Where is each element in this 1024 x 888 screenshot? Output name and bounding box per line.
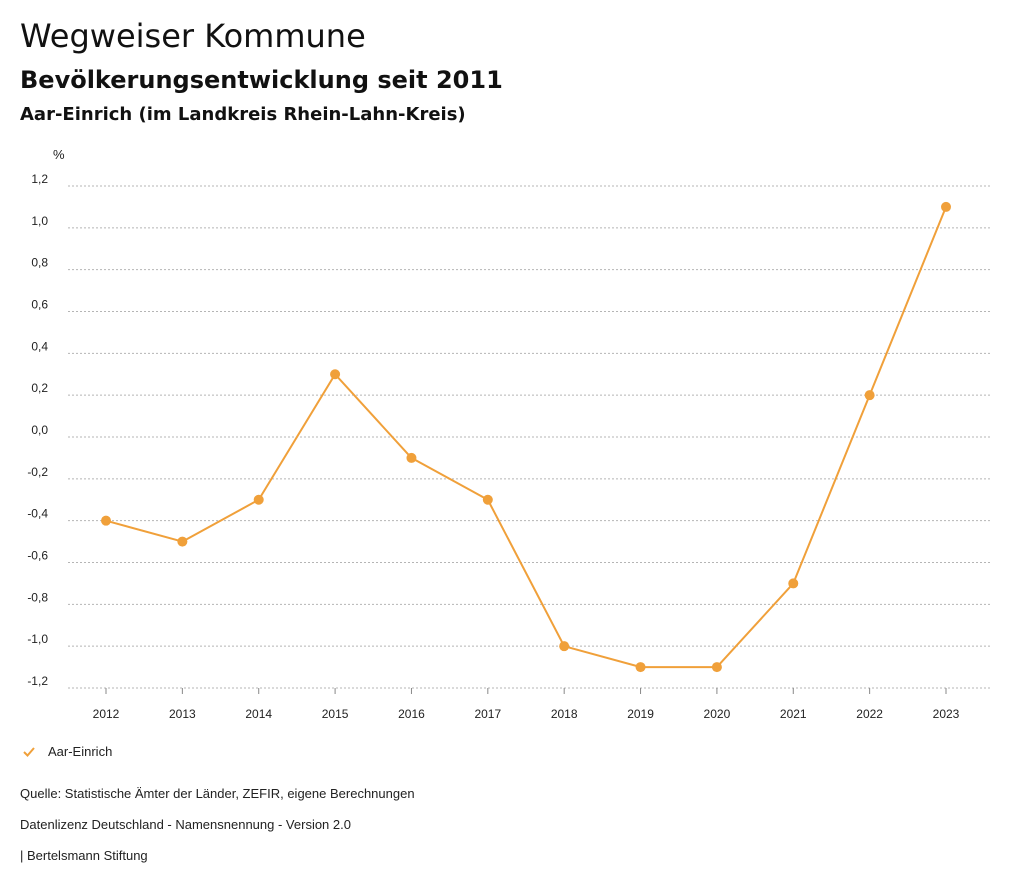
x-tick-label: 2017 xyxy=(474,707,501,721)
publisher-note: | Bertelsmann Stiftung xyxy=(20,848,148,863)
x-tick-label: 2012 xyxy=(93,707,120,721)
y-tick-label: 0,0 xyxy=(31,423,48,437)
data-point xyxy=(253,494,264,505)
legend-label: Aar-Einrich xyxy=(48,744,113,759)
data-point xyxy=(941,201,951,212)
x-tick-label: 2016 xyxy=(398,707,425,721)
chart-subtitle: Bevölkerungsentwicklung seit 2011 xyxy=(20,66,503,94)
source-note: Quelle: Statistische Ämter der Länder, Z… xyxy=(20,786,415,801)
y-tick-label: -0,2 xyxy=(27,465,48,479)
data-point xyxy=(101,515,111,526)
license-note: Datenlizenz Deutschland - Namensnennung … xyxy=(20,817,351,832)
y-tick-label: -0,4 xyxy=(27,507,48,521)
y-tick-label: 0,6 xyxy=(31,298,48,312)
data-point xyxy=(788,578,799,589)
grid-lines xyxy=(68,185,990,689)
y-tick-label: -0,8 xyxy=(27,590,48,604)
x-tick-label: 2021 xyxy=(780,707,807,721)
x-tick-label: 2014 xyxy=(245,707,272,721)
data-point xyxy=(482,494,493,505)
data-point xyxy=(330,369,341,380)
data-point xyxy=(559,641,570,652)
x-tick-label: 2020 xyxy=(704,707,731,721)
series-line xyxy=(105,206,947,669)
x-tick-label: 2023 xyxy=(933,707,960,721)
data-point xyxy=(864,390,875,401)
data-point xyxy=(177,536,188,547)
x-tick-label: 2018 xyxy=(551,707,578,721)
region-label: Aar-Einrich (im Landkreis Rhein-Lahn-Kre… xyxy=(20,104,466,125)
y-tick-label: -1,2 xyxy=(27,674,48,688)
x-tick-label: 2015 xyxy=(322,707,349,721)
x-tick-label: 2013 xyxy=(169,707,196,721)
y-tick-label: -0,6 xyxy=(27,549,48,563)
y-tick-label: 0,8 xyxy=(31,256,48,270)
data-point xyxy=(406,452,417,463)
data-point xyxy=(711,662,722,673)
data-point xyxy=(635,662,646,673)
x-tick-label: 2019 xyxy=(627,707,654,721)
x-tick-label: 2022 xyxy=(856,707,883,721)
y-tick-label: -1,0 xyxy=(27,632,48,646)
page-title: Wegweiser Kommune xyxy=(20,17,366,55)
legend[interactable]: Aar-Einrich xyxy=(22,744,112,759)
axes: % -1,2 -1,0 -0,8 -0,6 -0,4 -0,2 0,0 0,2 0,4 0,6 0,8… xyxy=(27,147,959,721)
y-tick-label: 0,2 xyxy=(31,381,48,395)
y-tick-label: 1,0 xyxy=(31,214,48,228)
line-chart: % -1,2 -1,0 -0,8 -0,6 -0,4 -0,2 0,0 0,2 0,4 0,6 0,8… xyxy=(27,147,990,721)
series xyxy=(101,201,951,673)
legend-check-icon xyxy=(23,746,35,757)
y-tick-label: 1,2 xyxy=(31,172,48,186)
y-axis-unit-label: % xyxy=(53,147,65,162)
y-tick-label: 0,4 xyxy=(31,339,48,353)
